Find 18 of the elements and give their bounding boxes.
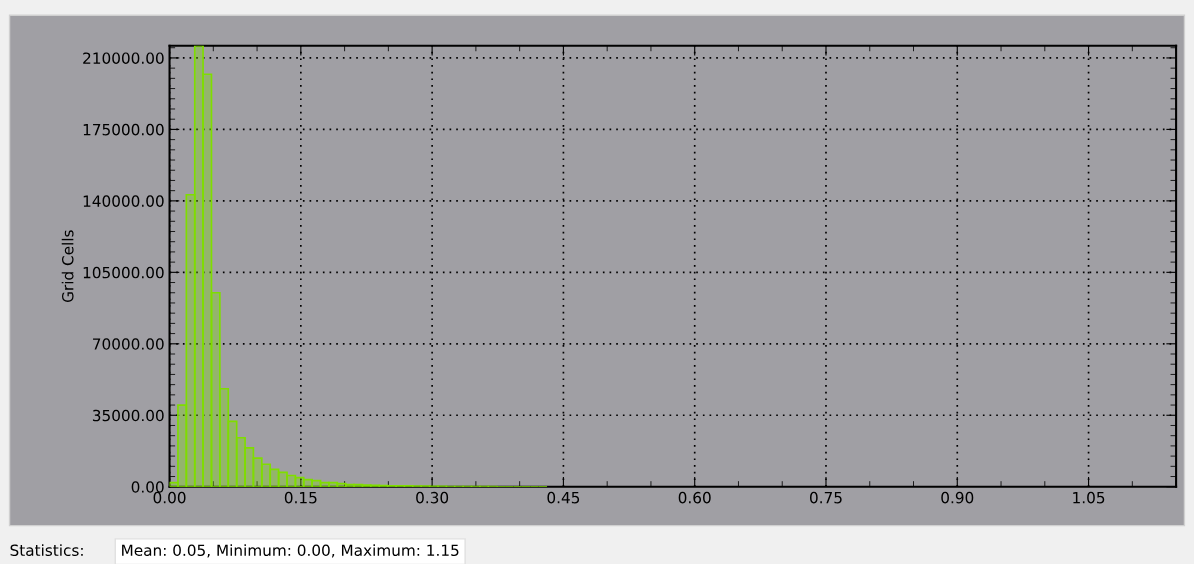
y-tick-label: 70000.00 — [93, 338, 164, 350]
x-tick-label: 0.00 — [153, 491, 186, 504]
y-tick-label: 35000.00 — [92, 409, 164, 422]
y-tick-label: 175000.00 — [83, 123, 164, 136]
text: Statistics: — [10, 544, 83, 557]
x-tick-label: 1.05 — [1073, 491, 1105, 504]
x-tick-label: 0.15 — [284, 491, 317, 504]
x-tick-label: 0.45 — [547, 491, 580, 504]
y-tick-label: 210000.00 — [83, 52, 164, 64]
y-axis-title: Grid Cells — [61, 230, 74, 303]
y-tick-label: 140000.00 — [83, 195, 164, 207]
x-tick-label: 0.60 — [678, 491, 711, 504]
x-tick-label: 0.90 — [941, 491, 974, 504]
y-tick-label: 105000.00 — [83, 266, 164, 279]
x-tick-label: 0.30 — [416, 491, 449, 504]
y-tick-label: 0.00 — [131, 481, 164, 493]
text: Mean: 0.05, Minimum: 0.00, Maximum: 1.15 — [122, 544, 459, 558]
x-tick-label: 0.75 — [809, 491, 842, 504]
